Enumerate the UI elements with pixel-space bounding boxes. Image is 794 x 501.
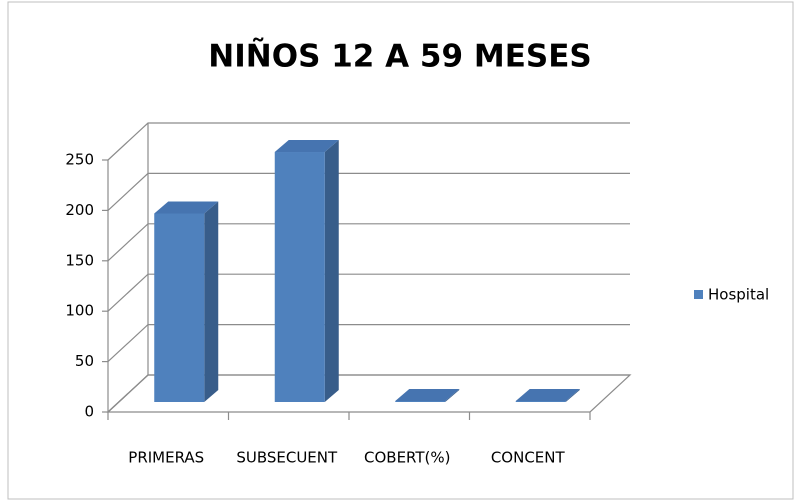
- bar-side: [445, 388, 460, 402]
- grid-line: [107, 122, 630, 161]
- grid-line: [107, 374, 630, 413]
- bar-top: [395, 388, 460, 401]
- y-tick-label: 100: [65, 302, 94, 320]
- bar: [515, 400, 566, 402]
- bar: [395, 400, 446, 402]
- y-tick-label: 250: [65, 151, 94, 169]
- x-tick-label: PRIMERAS: [128, 449, 204, 467]
- grid-line: [107, 172, 630, 211]
- bar-side: [204, 201, 219, 402]
- grid-line: [107, 324, 630, 363]
- bar-top: [515, 388, 580, 401]
- x-tick-label: CONCENT: [491, 449, 566, 467]
- chart-border: [7, 1, 794, 500]
- chart-title: NIÑOS 12 A 59 MESES: [208, 38, 591, 75]
- bar-top: [274, 140, 339, 153]
- grid-line: [107, 223, 630, 262]
- x-tick-label: SUBSECUENT: [236, 449, 338, 467]
- y-tick-label: 50: [75, 352, 94, 370]
- grid-line: [107, 273, 630, 312]
- bar-top: [154, 201, 219, 214]
- legend-label: Hospital: [708, 286, 769, 304]
- y-tick-label: 200: [65, 201, 94, 219]
- y-tick-label: 0: [84, 403, 94, 421]
- bar-side: [565, 388, 580, 402]
- bar: [274, 152, 325, 402]
- legend-swatch: [694, 290, 703, 299]
- bar-side: [324, 140, 339, 403]
- x-tick-label: COBERT(%): [364, 449, 451, 467]
- bar: [154, 213, 205, 402]
- y-tick-label: 150: [65, 251, 94, 269]
